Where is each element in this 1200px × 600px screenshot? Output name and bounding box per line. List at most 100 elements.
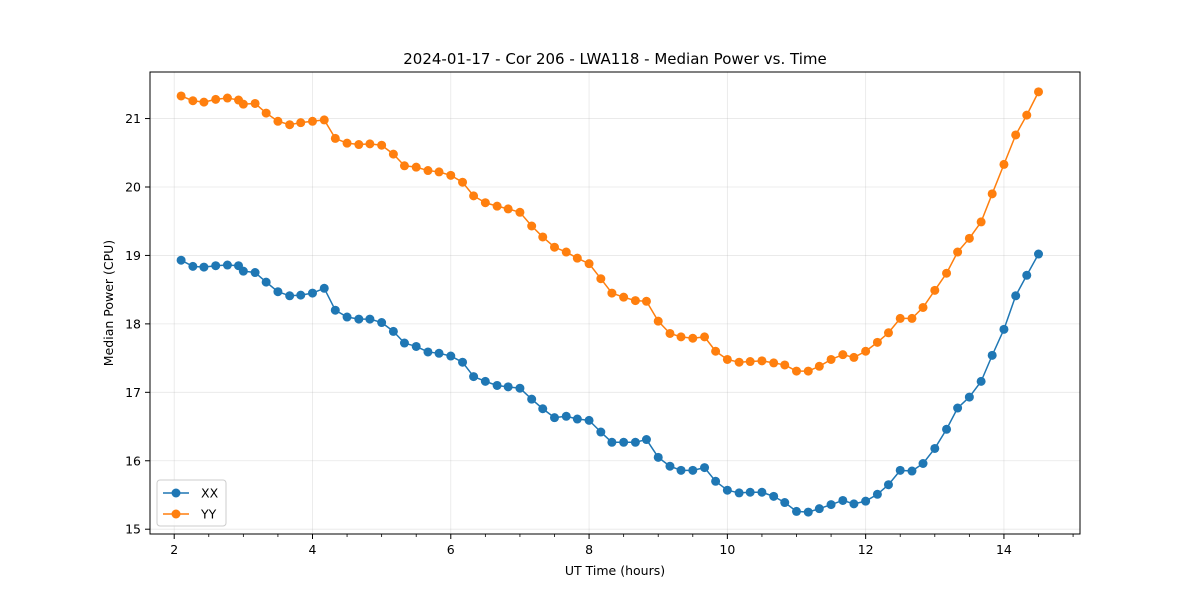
legend-marker-yy [171,509,181,519]
data-point-xx [1034,249,1044,259]
data-point-xx [596,427,606,437]
data-point-yy [446,170,456,180]
data-point-yy [676,332,686,342]
y-tick-label: 16 [125,453,141,468]
data-point-xx [584,415,594,425]
data-point-xx [469,372,479,382]
data-point-xx [803,507,813,517]
data-point-yy [872,337,882,347]
data-point-xx [930,443,940,453]
data-point-yy [596,274,606,284]
y-tick-label: 15 [125,522,141,537]
legend: XX YY [156,479,227,527]
data-point-xx [849,499,859,509]
data-point-yy [883,328,893,338]
series-line-yy [180,91,1040,372]
data-point-xx [757,487,767,497]
data-point-yy [1011,130,1021,140]
data-point-xx [769,491,779,501]
data-point-xx [665,461,675,471]
data-point-yy [1034,87,1044,97]
data-point-xx [607,437,617,447]
data-point-xx [1011,291,1021,301]
series-line-xx [180,253,1040,513]
data-point-xx [527,394,537,404]
data-point-xx [319,283,329,293]
data-point-yy [515,207,525,217]
data-point-xx [1022,270,1032,280]
data-point-xx [285,291,295,301]
data-point-yy [469,191,479,201]
grid-lines [150,72,1080,534]
data-point-xx [838,495,848,505]
data-point-xx [222,260,232,270]
data-point-yy [411,162,421,172]
data-point-xx [872,489,882,499]
data-point-yy [619,292,629,302]
data-point-xx [238,266,248,276]
data-point-xx [895,465,905,475]
data-point-yy [1022,110,1032,120]
data-point-xx [365,314,375,324]
data-point-xx [999,324,1009,334]
data-point-xx [676,465,686,475]
x-tick-label: 10 [719,542,735,557]
data-point-yy [399,161,409,171]
data-point-yy [769,358,779,368]
data-point-yy [838,350,848,360]
plot-frame [149,71,1081,535]
y-tick-label: 21 [125,111,141,126]
data-point-xx [211,261,221,271]
data-point-yy [607,288,617,298]
data-point-xx [653,452,663,462]
data-point-xx [538,404,548,414]
data-point-yy [722,354,732,364]
data-point-xx [399,338,409,348]
data-point-xx [745,487,755,497]
x-tick-label: 12 [858,542,874,557]
data-point-xx [188,261,198,271]
axes: 2 4 6 8 10 12 14 15 16 17 18 19 20 21 [125,111,1074,557]
data-point-yy [434,167,444,177]
data-point-yy [572,253,582,263]
data-point-yy [561,247,571,257]
data-point-yy [745,357,755,367]
data-point-yy [250,98,260,108]
data-point-xx [503,382,513,392]
data-point-xx [861,496,871,506]
data-point-xx [261,277,271,287]
data-point-yy [285,120,295,130]
data-point-yy [423,166,433,176]
data-point-yy [222,93,232,103]
data-point-yy [653,316,663,326]
data-point-xx [273,287,283,297]
y-axis-label: Median Power (CPU) [101,240,116,366]
data-point-yy [895,313,905,323]
legend-label-yy: YY [200,507,217,522]
data-point-xx [377,318,387,328]
series-layer [176,87,1044,517]
data-point-yy [330,133,340,143]
data-point-yy [757,356,767,366]
data-point-yy [492,201,502,211]
data-point-xx [883,480,893,490]
data-point-xx [354,314,364,324]
legend-label-xx: XX [201,486,219,501]
data-point-yy [319,115,329,125]
data-point-yy [211,94,221,104]
data-point-xx [561,411,571,421]
data-point-yy [538,232,548,242]
data-point-xx [330,305,340,315]
y-tick-label: 19 [125,248,141,263]
data-point-xx [342,312,352,322]
data-point-xx [964,392,974,402]
data-point-yy [365,139,375,149]
data-point-xx [688,465,698,475]
data-point-yy [861,346,871,356]
data-point-yy [700,332,710,342]
data-point-xx [176,255,186,265]
data-point-yy [918,302,928,312]
data-point-xx [942,424,952,434]
data-point-xx [987,350,997,360]
